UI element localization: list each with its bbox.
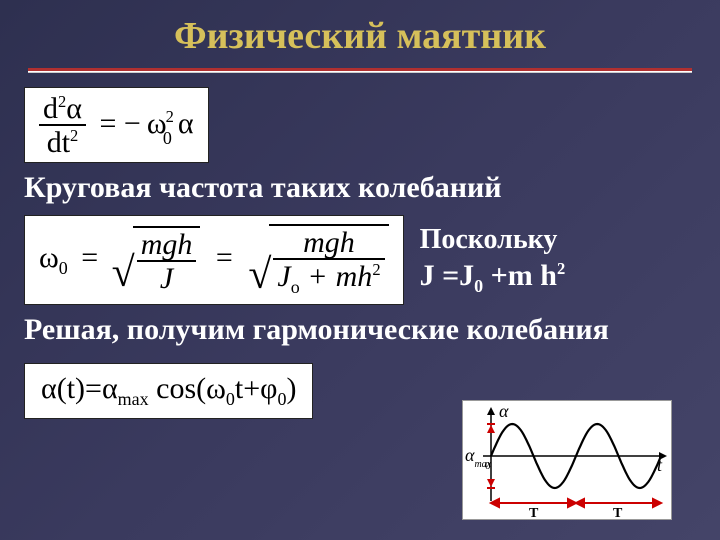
equation-1-box: d2α dt2 = −ω20α: [24, 87, 209, 163]
eq1-omega-sup: 2: [166, 107, 174, 126]
sol-cos: cos(ω: [149, 372, 226, 405]
divider: [0, 68, 720, 79]
wave-graph: α t αmax T T 0: [462, 400, 672, 520]
eq1-equals: = −: [99, 107, 140, 140]
sol-max: max: [118, 389, 149, 409]
eq1-alpha: α: [178, 107, 194, 140]
eq3-sup2: 2: [557, 259, 565, 278]
eq2-omega-sub: 0: [59, 258, 68, 278]
eq1-dt: dt: [47, 126, 70, 159]
sol-close: ): [286, 372, 296, 405]
eq3-J: J =J: [420, 259, 475, 292]
eq1-d-exp: 2: [58, 92, 66, 111]
sol-tplus: t+φ: [235, 372, 278, 405]
eq3-plus: +m h: [483, 259, 557, 292]
sol-alpha-t: α(t)=α: [41, 372, 118, 405]
eq2-den2a-sub: o: [291, 277, 300, 297]
eq2-den2b: mh: [336, 260, 373, 293]
eq2-num2: mgh: [303, 226, 355, 259]
eq1-d: d: [43, 92, 58, 125]
eq1-fraction: d2α dt2: [39, 94, 86, 158]
solving-text: Решая, получим гармонические колебания: [24, 313, 696, 347]
eq2-sqrt2: √ mgh Jo + mh2: [248, 224, 388, 296]
equation-2-row: ω0 = √ mgh J = √ mgh Jo: [24, 215, 696, 305]
graph-y-label: α: [499, 401, 509, 421]
content-area: d2α dt2 = −ω20α Круговая частота таких к…: [0, 79, 720, 419]
graph-origin: 0: [485, 460, 491, 472]
eq2-num1: mgh: [141, 228, 193, 261]
eq3-sub0: 0: [474, 276, 483, 296]
equation-3: J =J0 +m h2: [420, 257, 566, 298]
equation-2-box: ω0 = √ mgh J = √ mgh Jo: [24, 215, 404, 305]
since-block: Поскольку J =J0 +m h2: [420, 222, 566, 298]
eq2-den2-plus: +: [309, 260, 326, 293]
slide-title: Физический маятник: [0, 0, 720, 68]
eq2-den2a: J: [277, 260, 290, 293]
eq2-omega: ω: [39, 241, 59, 274]
solution-box: α(t)=αmax cos(ω0t+φ0): [24, 363, 313, 419]
sol-sub0: 0: [226, 389, 235, 409]
eq1-alpha-num: α: [66, 92, 82, 125]
wave-svg: α t αmax T T 0: [463, 401, 673, 521]
since-label: Поскольку: [420, 222, 566, 257]
eq2-eq1: =: [81, 241, 98, 274]
eq1-dt-exp: 2: [70, 126, 78, 145]
eq2-den1: J: [160, 262, 173, 295]
eq2-eq2: =: [216, 241, 233, 274]
graph-period-2: T: [613, 506, 623, 521]
equation-1-row: d2α dt2 = −ω20α: [24, 87, 696, 163]
eq2-sqrt1: √ mgh J: [112, 226, 201, 294]
circular-freq-text: Круговая частота таких колебаний: [24, 171, 696, 205]
graph-period-1: T: [529, 506, 539, 521]
eq2-den2b-sup: 2: [372, 260, 380, 279]
eq1-omega-sub: 0: [163, 128, 172, 148]
